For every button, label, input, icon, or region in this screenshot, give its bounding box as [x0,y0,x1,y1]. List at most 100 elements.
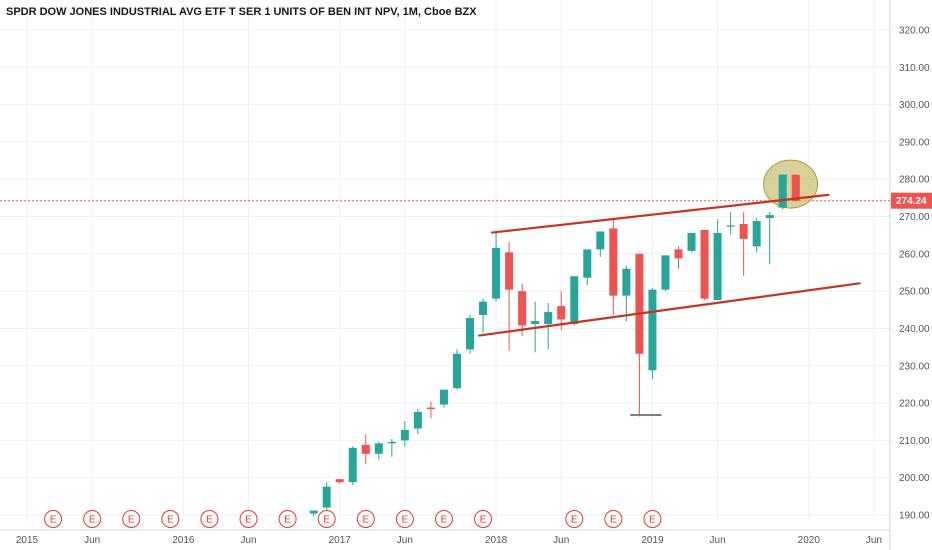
earnings-marker-label: E [50,515,57,526]
earnings-marker [122,510,141,528]
earnings-marker-label: E [480,515,487,526]
x-tick-label: 2016 [172,535,195,546]
candle-down [674,249,683,259]
earnings-marker-label: E [89,515,96,526]
candle-up [765,215,774,219]
earnings-marker [643,510,662,528]
current-price-label-bg [891,192,932,209]
candle-down [700,229,709,299]
lower-channel-trendline [478,282,861,337]
candle-down [518,291,527,326]
x-tick-label: 2020 [798,535,821,546]
earnings-marker-label: E [284,515,291,526]
candle-up [752,221,761,247]
x-tick-label: Jun [397,535,413,546]
highlight-ellipse [763,159,819,209]
earnings-marker-label: E [362,515,369,526]
candle-up [544,312,553,324]
x-tick-label: Jun [866,535,882,546]
earnings-marker-label: E [167,515,174,526]
candle-down [609,228,618,296]
y-tick-label: 220.00 [899,399,930,410]
earnings-marker [317,510,336,528]
candle-up [348,447,357,483]
candle-up [570,276,579,324]
candle-up [583,249,592,278]
y-tick-label: 270.00 [899,212,930,223]
y-tick-label: 210.00 [899,436,930,447]
y-tick-label: 250.00 [899,287,930,298]
y-tick-label: 190.00 [899,511,930,522]
earnings-marker-label: E [649,515,656,526]
earnings-marker-label: E [441,515,448,526]
candle-up [466,318,475,350]
earnings-marker [565,510,584,528]
earnings-marker-label: E [206,515,213,526]
candle-up [452,353,461,389]
y-tick-label: 230.00 [899,361,930,372]
candle-down [426,407,435,410]
candle-up [726,225,735,227]
earnings-marker-label: E [402,515,409,526]
y-tick-label: 280.00 [899,175,930,186]
candle-down [335,479,344,483]
current-price-label: 274.24 [896,196,927,207]
x-tick-label: Jun [710,535,726,546]
earnings-marker [83,510,102,528]
earnings-marker [356,510,375,528]
candle-down [505,252,514,290]
candle-up [687,232,696,251]
candle-down [635,253,644,354]
candle-up [374,443,383,454]
candle-up [479,301,488,316]
earnings-marker [604,510,623,528]
earnings-marker-label: E [323,515,330,526]
y-tick-label: 200.00 [899,473,930,484]
candle-up [661,255,670,290]
x-tick-label: 2017 [329,535,352,546]
x-tick-label: 2018 [485,535,508,546]
x-tick-label: Jun [553,535,569,546]
earnings-marker [161,510,180,528]
candle-up [648,289,657,371]
candle-up [596,231,605,250]
x-tick-label: Jun [240,535,256,546]
earnings-marker [395,510,414,528]
candle-up [531,321,540,324]
earnings-marker-label: E [571,515,578,526]
candle-up [413,412,422,429]
candle-down [791,174,800,201]
earnings-marker [474,510,493,528]
candle-up [387,441,396,444]
earnings-marker [434,510,453,528]
earnings-marker [278,510,297,528]
candle-down [361,444,370,454]
candle-down [739,224,748,239]
y-tick-label: 310.00 [899,63,930,74]
upper-channel-trendline [491,193,830,234]
earnings-marker [200,510,219,528]
candle-up [439,389,448,405]
candle-down [557,306,566,320]
candle-up [400,429,409,441]
x-tick-label: 2015 [16,535,39,546]
earnings-marker-label: E [610,515,617,526]
y-tick-label: 290.00 [899,137,930,148]
y-tick-label: 260.00 [899,249,930,260]
candle-up [309,510,318,514]
candle-up [492,247,501,299]
earnings-marker [239,510,258,528]
earnings-marker-label: E [128,515,135,526]
chart-title: SPDR DOW JONES INDUSTRIAL AVG ETF T SER … [6,6,477,18]
candle-up [622,268,631,296]
candle-up [778,174,787,208]
earnings-marker-label: E [245,515,252,526]
candle-up [713,232,722,301]
y-tick-label: 320.00 [899,26,930,37]
candle-up [322,486,331,508]
x-tick-label: 2019 [641,535,664,546]
y-tick-label: 240.00 [899,324,930,335]
earnings-marker [44,510,63,528]
